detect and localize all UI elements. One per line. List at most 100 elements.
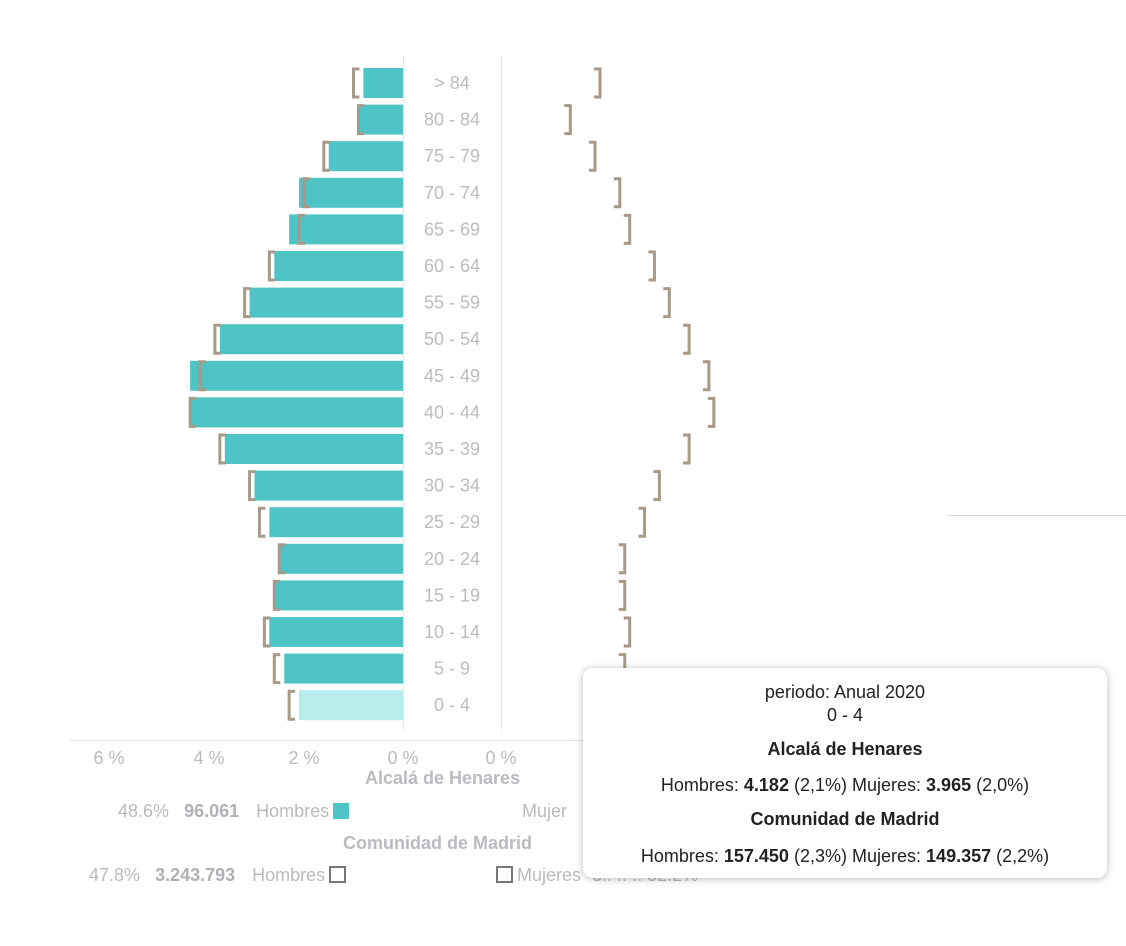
bar-men-alcala	[190, 360, 403, 391]
bar-men-alcala	[363, 68, 403, 98]
marker-men-madrid	[262, 616, 271, 648]
marker-women-madrid	[683, 323, 691, 355]
legend-area2-women-label: Mujeres	[517, 865, 582, 885]
bar-men-alcala	[254, 470, 403, 501]
marker-women-madrid	[618, 579, 627, 611]
marker-women-madrid	[663, 287, 671, 319]
x-tick-label-left: 0 %	[387, 748, 418, 768]
bar-men-alcala	[219, 324, 403, 355]
age-group-label: 40 - 44	[424, 402, 480, 422]
marker-women-madrid	[702, 360, 711, 392]
marker-women-madrid	[613, 177, 622, 209]
legend-area1-men-label: Hombres	[256, 801, 330, 821]
tooltip-area2-men-pct: (2,3%)	[793, 846, 847, 866]
age-group-label: > 84	[434, 73, 470, 93]
marker-men-madrid	[277, 543, 286, 575]
bar-men-alcala	[299, 177, 403, 208]
marker-men-madrid	[352, 67, 360, 99]
x-tick-label-left: 4 %	[193, 748, 224, 768]
legend-area1-title: Alcalá de Henares	[365, 768, 521, 788]
tooltip-period: periodo: Anual 2020	[764, 682, 926, 702]
legend-women-outline-swatch[interactable]	[496, 866, 513, 883]
marker-men-madrid	[267, 250, 276, 282]
bar-men-alcala	[284, 653, 403, 684]
bar-men-alcala	[274, 251, 403, 281]
legend-men-fill-swatch[interactable]	[333, 803, 350, 819]
marker-men-madrid	[272, 579, 281, 611]
marker-men-madrid	[302, 177, 310, 209]
bar-men-alcala	[289, 214, 403, 245]
tooltip-area2-women-count: 149.357	[926, 846, 992, 866]
tooltip-area2-women-pct: (2,2%)	[996, 846, 1050, 866]
tooltip-area1-title: Alcalá de Henares	[767, 739, 923, 759]
tooltip-area1-women-pct: (2,0%)	[976, 775, 1030, 795]
tooltip-area1-men-count: 4.182	[743, 775, 789, 795]
age-group-label: 70 - 74	[424, 183, 480, 203]
marker-women-madrid	[653, 470, 661, 502]
age-group-label: 20 - 24	[424, 549, 480, 569]
tooltip-area1-men-pct: (2,1%)	[793, 775, 847, 795]
tooltip-area2-values: Hombres: 157.450 (2,3%) Mujeres: 149.357…	[583, 846, 1107, 867]
tooltip-area1-women-count: 3.965	[926, 775, 972, 795]
marker-women-madrid	[589, 140, 597, 172]
bar-men-alcala	[279, 543, 403, 574]
x-tick-label-left: 2 %	[288, 748, 319, 768]
bar-men-alcala	[299, 690, 403, 721]
marker-men-madrid	[243, 287, 251, 319]
legend-area2-title: Comunidad de Madrid	[343, 833, 532, 853]
marker-women-madrid	[648, 250, 656, 282]
marker-women-madrid	[564, 104, 572, 136]
x-tick-label-left: 6 %	[93, 748, 124, 768]
marker-women-madrid	[623, 616, 632, 648]
age-group-label: 5 - 9	[434, 659, 470, 679]
age-group-label: 15 - 19	[424, 585, 480, 605]
age-group-label: 30 - 34	[424, 476, 480, 496]
tooltip-area2-men-count: 157.450	[723, 846, 789, 866]
tooltip-area2-women-label: Mujeres:	[852, 846, 922, 866]
age-group-label: 45 - 49	[424, 366, 480, 386]
bar-men-alcala	[249, 287, 403, 318]
age-group-label: 75 - 79	[424, 146, 480, 166]
legend-area1-men-pct: 48.6%	[118, 801, 170, 821]
marker-men-madrid	[198, 360, 207, 392]
tooltip: periodo: Anual 2020 0 - 4 Alcalá de Hena…	[583, 668, 1107, 878]
tooltip-area1-men-label: Hombres:	[660, 775, 739, 795]
age-group-label: 10 - 14	[424, 622, 480, 642]
legend-area2-men: 47.8% 3.243.793 Hombres	[89, 865, 347, 886]
marker-men-madrid	[257, 506, 266, 538]
marker-women-madrid	[618, 543, 627, 575]
tooltip-area2-men-label: Hombres:	[640, 846, 719, 866]
bar-men-alcala	[190, 397, 403, 428]
marker-men-madrid	[213, 323, 221, 355]
marker-women-madrid	[594, 67, 602, 99]
legend-area1-women-label: Mujer	[522, 801, 568, 821]
tooltip-area1-women-label: Mujeres:	[852, 775, 922, 795]
marker-men-madrid	[272, 653, 281, 685]
marker-men-madrid	[188, 396, 197, 428]
marker-women-madrid	[707, 396, 716, 428]
bar-men-alcala	[358, 104, 403, 135]
age-group-label: 55 - 59	[424, 293, 480, 313]
marker-women-madrid	[683, 433, 691, 465]
marker-men-madrid	[322, 140, 330, 172]
tooltip-area2-title: Comunidad de Madrid	[750, 809, 940, 829]
marker-men-madrid	[218, 433, 226, 465]
bar-men-alcala	[328, 141, 403, 172]
age-group-label: 50 - 54	[424, 329, 480, 349]
age-group-label: 25 - 29	[424, 512, 480, 532]
marker-men-madrid	[287, 689, 296, 721]
bar-men-alcala	[269, 617, 403, 647]
tooltip-age: 0 - 4	[826, 705, 864, 725]
age-group-label: 65 - 69	[424, 219, 480, 239]
bar-men-alcala	[269, 507, 403, 538]
panel-divider	[947, 515, 1126, 516]
marker-women-madrid	[623, 213, 632, 245]
age-group-label: 80 - 84	[424, 110, 480, 130]
legend-area2-men-count: 3.243.793	[155, 865, 236, 885]
marker-women-madrid	[638, 506, 647, 538]
legend-men-outline-swatch[interactable]	[329, 866, 347, 883]
tooltip-area1-values: Hombres: 4.182 (2,1%) Mujeres: 3.965 (2,…	[583, 775, 1107, 796]
age-group-label: 0 - 4	[434, 695, 470, 715]
legend-area2-men-label: Hombres	[252, 865, 326, 885]
